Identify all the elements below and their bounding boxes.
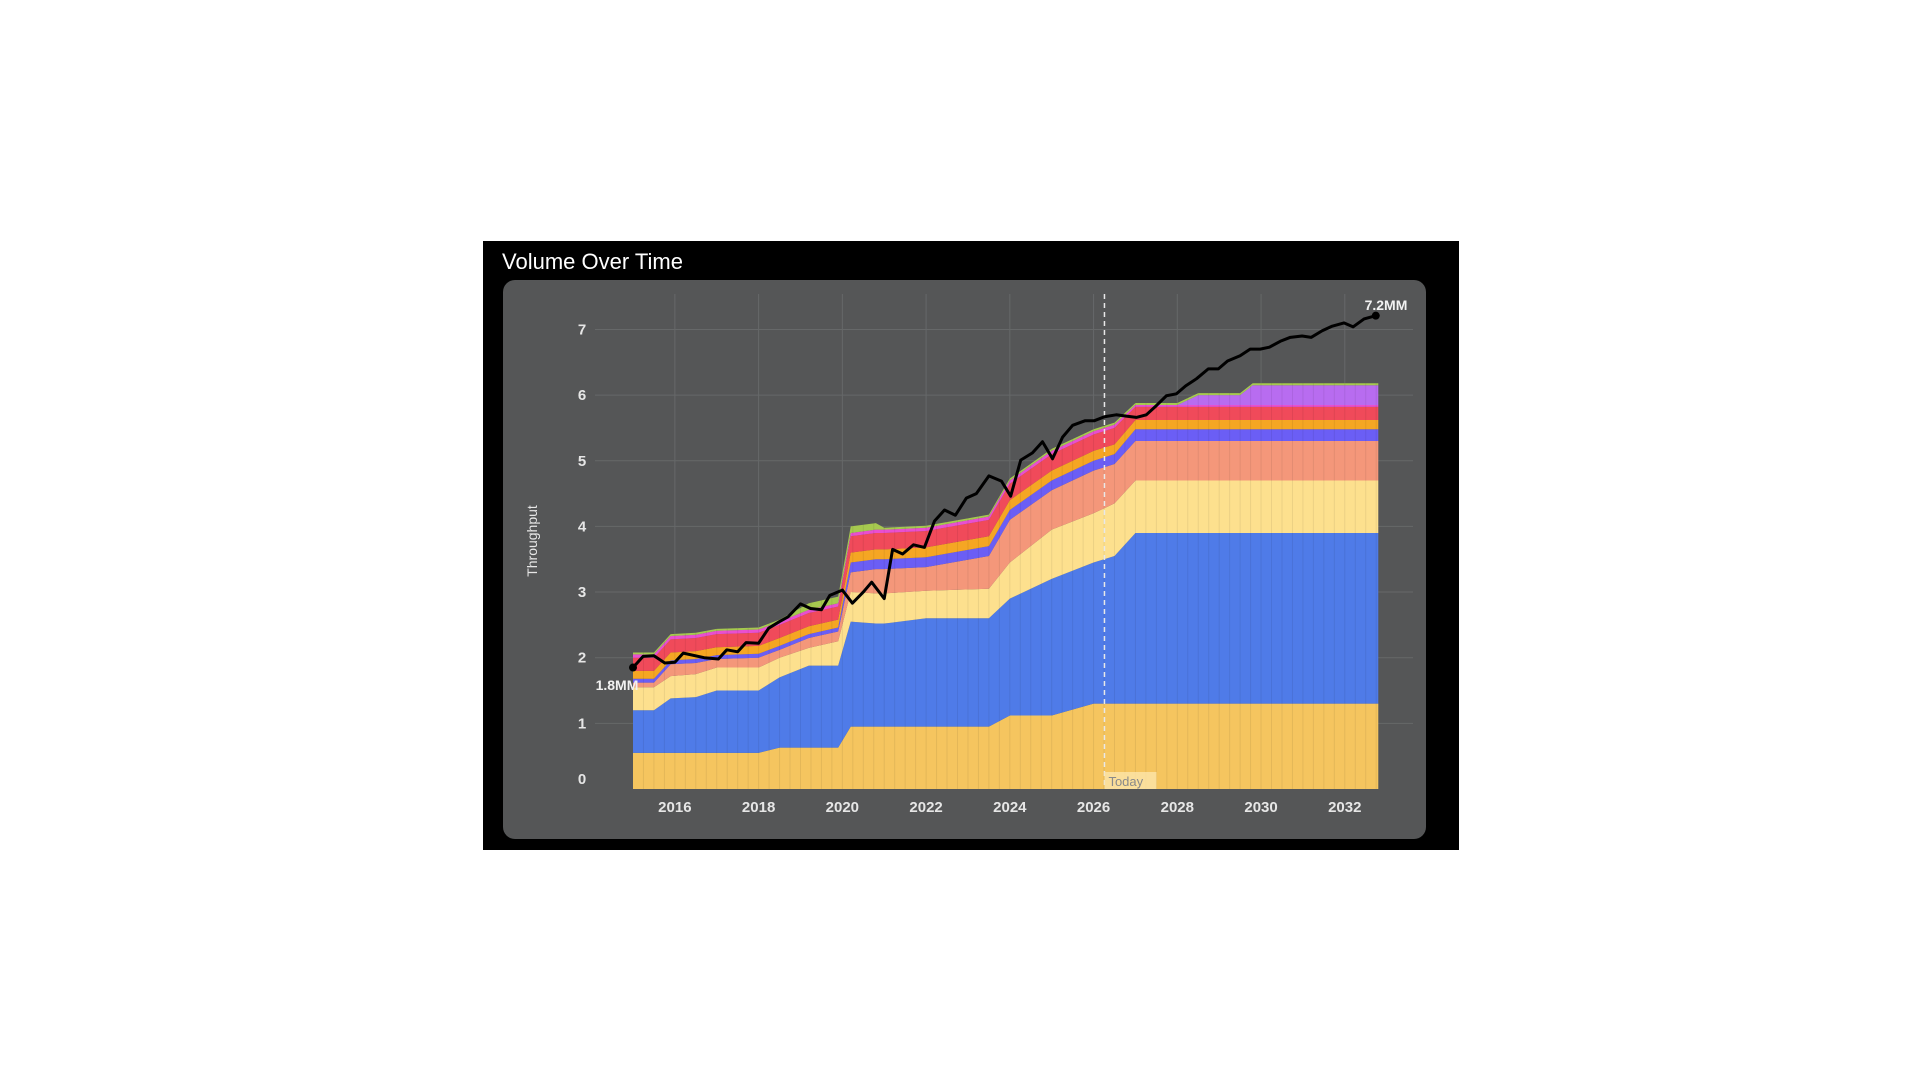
x-tick-label: 2018 xyxy=(742,799,775,816)
y-tick-label: 2 xyxy=(578,650,586,667)
y-tick-label: 3 xyxy=(578,584,586,601)
chart-title: Volume Over Time xyxy=(502,249,683,274)
y-tick-label: 6 xyxy=(578,387,586,404)
y-axis-label: Throughput xyxy=(524,505,540,577)
x-tick-label: 2030 xyxy=(1244,799,1277,816)
area-series-2 xyxy=(633,532,1379,753)
y-tick-label: 7 xyxy=(578,321,586,338)
x-tick-label: 2022 xyxy=(909,799,942,816)
stacked-areas xyxy=(633,383,1379,789)
throughput-line xyxy=(629,311,1380,672)
x-tick-label: 2024 xyxy=(993,799,1027,816)
y-tick-label: 0 xyxy=(578,771,586,788)
axis-ticks: 0 1 2 3 4 5 6 7 2016 2018 2020 2022 2024 2026 2028 2030… xyxy=(578,321,1362,816)
x-tick-label: 2016 xyxy=(658,799,691,816)
start-point xyxy=(629,663,637,672)
today-label-bg xyxy=(1104,772,1157,789)
area-series-4 xyxy=(633,441,1379,688)
today-marker: Today xyxy=(1103,294,1157,789)
start-label: 1.8MM xyxy=(596,677,639,693)
area-series-6 xyxy=(633,420,1379,679)
x-tick-label: 2032 xyxy=(1328,799,1361,816)
x-tick-label: 2026 xyxy=(1077,799,1110,816)
y-tick-label: 4 xyxy=(578,518,587,535)
y-tick-label: 1 xyxy=(578,715,586,732)
throughput-line-path xyxy=(631,314,1377,669)
area-series-7 xyxy=(633,406,1379,671)
area-series-1 xyxy=(633,703,1379,789)
y-tick-label: 5 xyxy=(578,453,586,470)
x-tick-label: 2020 xyxy=(826,799,859,816)
end-label: 7.2MM xyxy=(1365,297,1408,313)
today-label: Today xyxy=(1108,774,1143,789)
area-series-3 xyxy=(633,480,1379,711)
x-tick-label: 2028 xyxy=(1161,799,1194,816)
end-point xyxy=(1371,311,1380,320)
